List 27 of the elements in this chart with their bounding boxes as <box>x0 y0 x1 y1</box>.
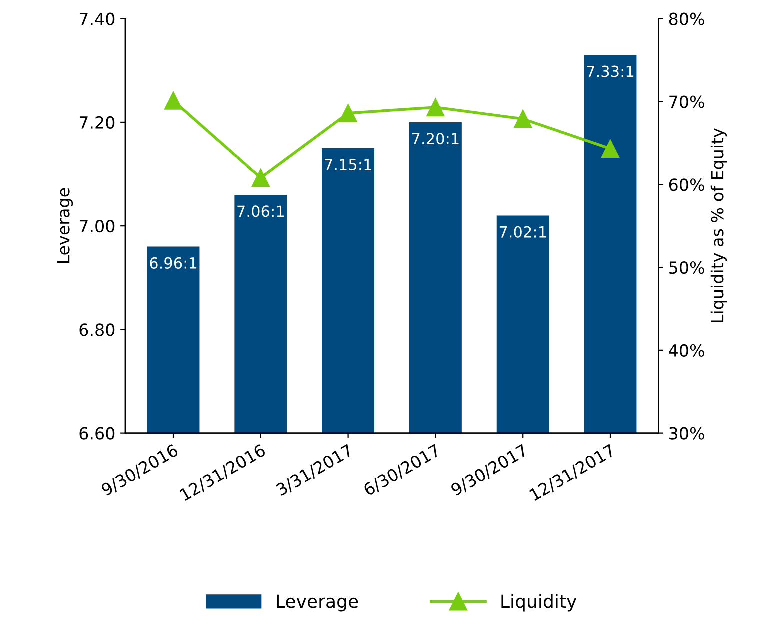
y2-tick-label: 50% <box>670 261 704 274</box>
y2-axis-title: Liquidity as % of Equity <box>710 128 728 322</box>
y2-tick-label: 30% <box>670 427 704 440</box>
point <box>601 140 620 158</box>
data-label: 7.15:1 <box>325 159 372 171</box>
y2-tick-label: 60% <box>669 178 704 192</box>
data-label: 6.96:1 <box>150 257 197 269</box>
point <box>252 168 270 188</box>
y2-tick-label: 70% <box>670 96 704 108</box>
point <box>339 104 358 122</box>
legend-label: Liquidity <box>502 594 577 612</box>
point <box>426 98 445 117</box>
y-tick-label: 6.60 <box>80 427 115 440</box>
y2-tick-label: 80% <box>669 12 704 26</box>
y-tick-label: 7.00 <box>80 220 115 233</box>
y-axis-title: Leverage <box>57 188 74 264</box>
y-tick-label: 7.40 <box>80 12 115 26</box>
point <box>514 110 532 128</box>
y-tick-label: 6.80 <box>80 324 115 336</box>
data-label: 7.33:1 <box>587 66 634 78</box>
y-tick-label: 7.20 <box>80 116 115 130</box>
point <box>164 92 183 110</box>
data-label: 7.02:1 <box>500 226 546 238</box>
data-label: 7.20:1 <box>412 133 459 145</box>
legend-label: Leverage <box>277 594 358 612</box>
y2-tick-label: 40% <box>669 344 704 357</box>
data-label: 7.06:1 <box>238 206 284 218</box>
